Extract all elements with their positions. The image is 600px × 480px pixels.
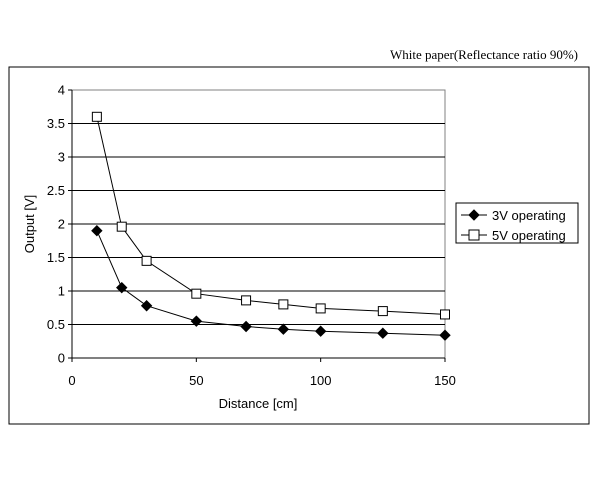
data-point-3v-operating-0 — [91, 224, 103, 237]
data-point-5v-operating-1 — [116, 221, 127, 232]
y-axis-title: Output [V] — [22, 195, 37, 254]
y-tick-label-3: 1.5 — [47, 250, 65, 265]
data-point-3v-operating-2 — [140, 300, 153, 312]
data-point-5v-operating-3 — [191, 288, 202, 299]
y-tick-label-0: 0 — [58, 351, 65, 366]
y-tick-label-6: 3 — [58, 150, 65, 165]
data-point-5v-operating-2 — [141, 255, 152, 266]
x-tick-label-3: 150 — [434, 373, 456, 388]
legend-marker-3v — [468, 209, 480, 221]
x-tick-label-0: 0 — [68, 373, 75, 388]
legend-label-5v: 5V operating — [492, 228, 566, 243]
data-point-3v-operating-5 — [277, 323, 290, 335]
legend-label-3v: 3V operating — [492, 208, 566, 223]
axes: 0 0.5 1 1.5 2 2.5 3 3.5 4 0 50 100 150 — [47, 83, 456, 389]
data-point-5v-operating-0 — [91, 111, 102, 122]
y-tick-label-8: 4 — [58, 83, 65, 98]
data-point-3v-operating-4 — [240, 320, 252, 333]
y-tick-label-1: 0.5 — [47, 317, 65, 332]
data-point-5v-operating-8 — [440, 309, 450, 320]
data-point-3v-operating-8 — [439, 329, 451, 341]
data-point-5v-operating-7 — [377, 306, 388, 317]
chart-subtitle: White paper(Reflectance ratio 90%) — [389, 47, 578, 62]
x-tick-label-2: 100 — [310, 373, 332, 388]
x-axis-title: Distance [cm] — [219, 396, 298, 411]
data-point-5v-operating-5 — [278, 299, 289, 310]
legend-marker-5v — [468, 229, 480, 241]
grid-lines — [72, 123, 445, 325]
data-point-3v-operating-3 — [190, 315, 203, 327]
y-tick-label-4: 2 — [58, 217, 65, 232]
data-point-3v-operating-7 — [377, 327, 389, 339]
data-point-5v-operating-4 — [241, 295, 252, 306]
y-tick-label-5: 2.5 — [47, 183, 65, 198]
x-tick-label-1: 50 — [189, 373, 203, 388]
y-tick-label-2: 1 — [58, 284, 65, 299]
data-point-3v-operating-6 — [314, 325, 327, 337]
series-layer — [91, 111, 451, 341]
data-point-3v-operating-1 — [116, 281, 128, 294]
data-point-5v-operating-6 — [315, 303, 326, 314]
chart-frame — [8, 66, 590, 425]
legend: 3V operating 5V operating — [455, 202, 579, 244]
y-tick-label-7: 3.5 — [47, 116, 65, 131]
